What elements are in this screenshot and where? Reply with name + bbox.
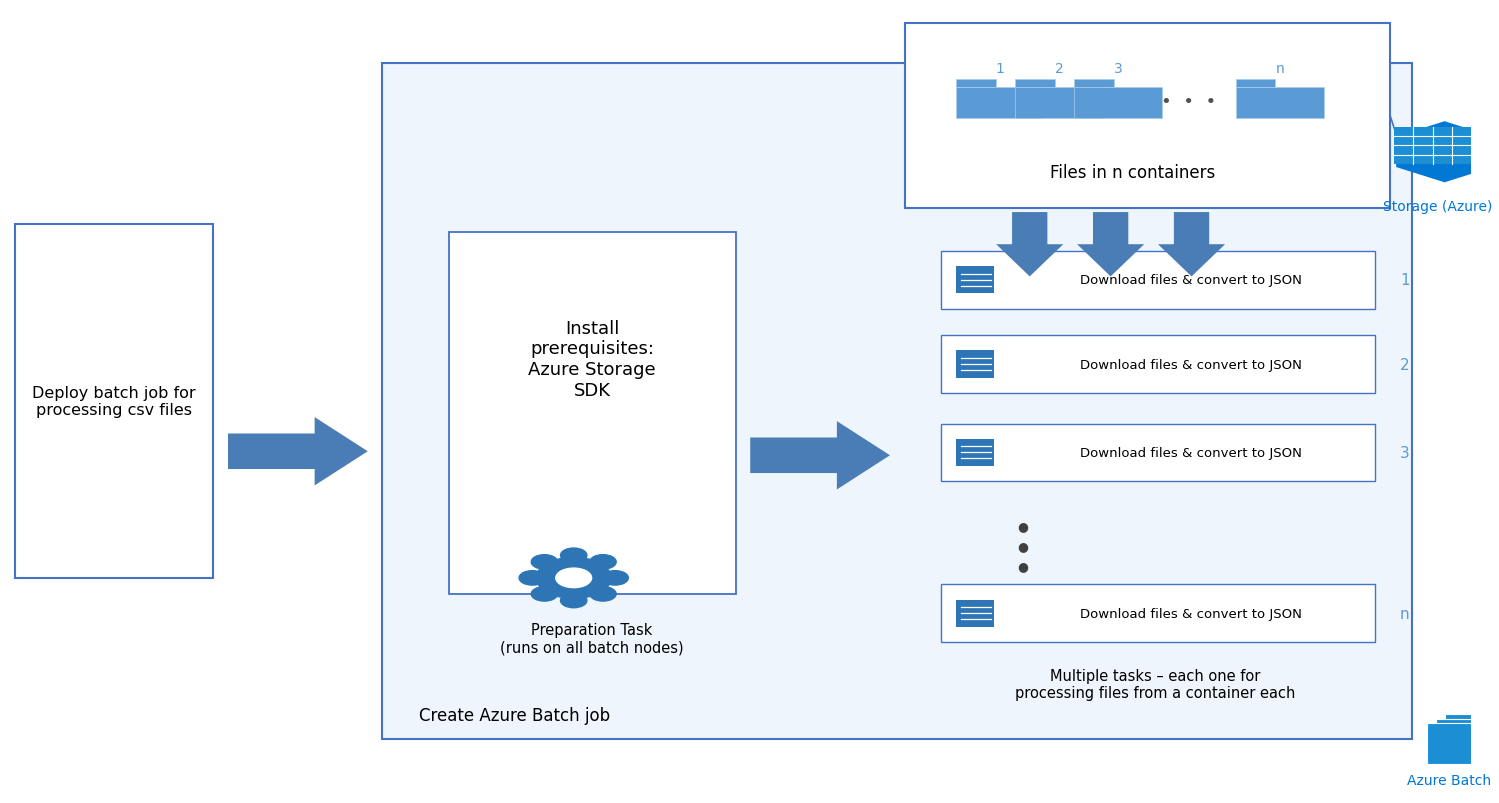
FancyBboxPatch shape xyxy=(941,585,1376,642)
Polygon shape xyxy=(1078,213,1144,277)
Text: 1: 1 xyxy=(995,62,1004,75)
Circle shape xyxy=(531,555,558,569)
FancyBboxPatch shape xyxy=(1436,719,1495,759)
Text: Deploy batch job for
processing csv files: Deploy batch job for processing csv file… xyxy=(31,385,196,418)
Text: Files in n containers: Files in n containers xyxy=(1051,164,1216,181)
FancyBboxPatch shape xyxy=(1394,128,1472,165)
FancyBboxPatch shape xyxy=(956,79,995,88)
Circle shape xyxy=(519,571,546,585)
Text: Preparation Task
(runs on all batch nodes): Preparation Task (runs on all batch node… xyxy=(501,622,684,654)
Text: Download files & convert to JSON: Download files & convert to JSON xyxy=(1079,358,1301,371)
Text: Storage (Azure): Storage (Azure) xyxy=(1382,200,1492,214)
Text: ●: ● xyxy=(1016,520,1028,532)
Text: Download files & convert to JSON: Download files & convert to JSON xyxy=(1079,607,1301,620)
FancyBboxPatch shape xyxy=(1015,79,1055,88)
Text: n: n xyxy=(1276,62,1285,75)
Text: ●: ● xyxy=(1016,560,1028,573)
FancyBboxPatch shape xyxy=(1235,88,1324,119)
Polygon shape xyxy=(997,213,1063,277)
FancyBboxPatch shape xyxy=(1427,724,1486,764)
FancyBboxPatch shape xyxy=(956,600,994,627)
Circle shape xyxy=(589,555,616,569)
FancyBboxPatch shape xyxy=(941,251,1376,309)
FancyBboxPatch shape xyxy=(941,424,1376,482)
Text: •  •  •: • • • xyxy=(1160,93,1216,111)
Text: 3: 3 xyxy=(1400,446,1409,460)
FancyBboxPatch shape xyxy=(1445,714,1499,754)
Text: 1: 1 xyxy=(1400,273,1409,287)
Polygon shape xyxy=(1159,213,1225,277)
Circle shape xyxy=(561,548,588,563)
Circle shape xyxy=(589,587,616,601)
Text: 2: 2 xyxy=(1055,62,1063,75)
FancyBboxPatch shape xyxy=(941,336,1376,393)
FancyBboxPatch shape xyxy=(956,267,994,294)
Text: Azure Batch: Azure Batch xyxy=(1408,773,1492,787)
FancyBboxPatch shape xyxy=(905,24,1390,209)
FancyBboxPatch shape xyxy=(448,233,736,594)
Polygon shape xyxy=(228,418,367,486)
Circle shape xyxy=(556,569,592,588)
FancyBboxPatch shape xyxy=(15,225,213,578)
Text: Multiple tasks – each one for
processing files from a container each: Multiple tasks – each one for processing… xyxy=(1015,668,1295,700)
Circle shape xyxy=(531,587,558,601)
Text: Download files & convert to JSON: Download files & convert to JSON xyxy=(1079,274,1301,287)
FancyBboxPatch shape xyxy=(1073,88,1162,119)
FancyBboxPatch shape xyxy=(382,64,1412,739)
Polygon shape xyxy=(1396,122,1493,183)
Text: Install
prerequisites:
Azure Storage
SDK: Install prerequisites: Azure Storage SDK xyxy=(528,319,657,400)
FancyBboxPatch shape xyxy=(956,439,994,467)
FancyBboxPatch shape xyxy=(1073,79,1114,88)
Text: n: n xyxy=(1400,606,1409,621)
Text: ●: ● xyxy=(1016,540,1028,552)
Text: 2: 2 xyxy=(1400,357,1409,372)
Text: Download files & convert to JSON: Download files & convert to JSON xyxy=(1079,446,1301,459)
FancyBboxPatch shape xyxy=(1015,88,1103,119)
Circle shape xyxy=(537,557,612,599)
Polygon shape xyxy=(750,422,890,490)
Circle shape xyxy=(561,593,588,608)
FancyBboxPatch shape xyxy=(956,351,994,378)
Circle shape xyxy=(603,571,628,585)
FancyBboxPatch shape xyxy=(1235,79,1276,88)
Text: Create Azure Batch job: Create Azure Batch job xyxy=(420,707,610,724)
Text: 3: 3 xyxy=(1114,62,1123,75)
FancyBboxPatch shape xyxy=(956,88,1045,119)
